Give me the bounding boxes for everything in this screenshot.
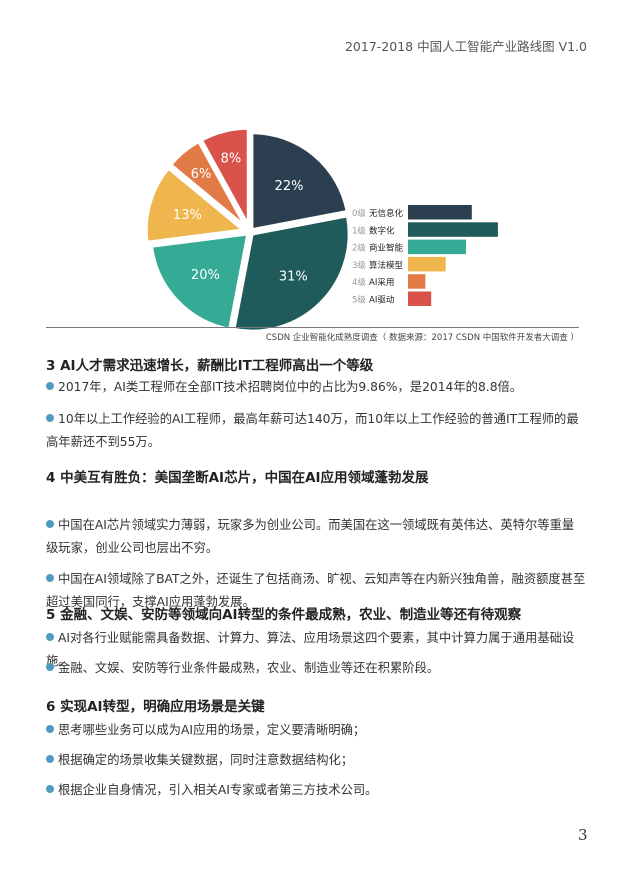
bullet-dot-icon	[46, 414, 54, 422]
bullet-dot-icon	[46, 382, 54, 390]
slice-label: 6%	[191, 167, 212, 182]
pie-slice	[232, 214, 351, 330]
slice-label: 22%	[275, 179, 304, 194]
divider	[46, 327, 579, 328]
legend-bar	[408, 239, 466, 255]
legend-bar	[408, 256, 446, 272]
bar-level-label: 4级	[352, 277, 366, 288]
bullet-item: 思考哪些业务可以成为AI应用的场景，定义要清晰明确；	[46, 719, 586, 742]
section-heading: 5 金融、文娱、安防等领域向AI转型的条件最成熟，农业、制造业等还有待观察	[46, 607, 522, 623]
bullet-item: 中国在AI芯片领域实力薄弱，玩家多为创业公司。而美国在这一领域既有英伟达、英特尔…	[46, 514, 586, 560]
bullet-dot-icon	[46, 785, 54, 793]
legend-bar	[408, 291, 432, 306]
pie-slice	[199, 126, 250, 226]
pie-slice	[144, 166, 247, 244]
section-heading: 3 AI人才需求迅速增长，薪酬比IT工程师高出一个等级	[46, 358, 374, 374]
legend-bar	[408, 222, 498, 237]
bullet-text: 金融、文娱、安防等行业条件最成熟，农业、制造业等还在积累阶段。	[58, 661, 440, 675]
bar-level-label: 0级	[352, 208, 366, 219]
pie-slice	[168, 139, 247, 228]
bar-name-label: AI采用	[369, 277, 394, 288]
slice-label: 31%	[279, 269, 308, 284]
bullet-item: AI对各行业赋能需具备数据、计算力、算法、应用场景这四个要素，其中计算力属于通用…	[46, 627, 586, 673]
running-header: 2017-2018 中国人工智能产业路线图 V1.0	[344, 39, 587, 54]
bullet-text: 2017年，AI类工程师在全部IT技术招聘岗位中的占比为9.86%，是2014年…	[58, 380, 523, 394]
slice-label: 13%	[173, 208, 202, 223]
bullet-text: 根据确定的场景收集关键数据，同时注意数据结构化；	[58, 753, 354, 767]
bullet-dot-icon	[46, 755, 54, 763]
bar-name-label: 商业智能	[369, 243, 404, 254]
bullet-text: 10年以上工作经验的AI工程师，最高年薪可达140万，而10年以上工作经验的普通…	[46, 412, 579, 449]
bullet-dot-icon	[46, 574, 54, 582]
bullet-dot-icon	[46, 663, 54, 671]
bar-level-label: 2级	[352, 243, 366, 254]
bullet-text: AI对各行业赋能需具备数据、计算力、算法、应用场景这四个要素，其中计算力属于通用…	[46, 631, 575, 668]
page-number: 3	[578, 826, 588, 844]
legend-bar	[408, 205, 472, 220]
slice-label: 8%	[221, 152, 242, 167]
bullet-item: 根据确定的场景收集关键数据，同时注意数据结构化；	[46, 749, 586, 772]
bar-name-label: 无信息化	[369, 208, 404, 219]
section-heading: 6 实现AI转型，明确应用场景是关键	[46, 699, 265, 715]
bullet-text: 思考哪些业务可以成为AI应用的场景，定义要清晰明确；	[58, 723, 366, 737]
pie-slice	[250, 131, 349, 232]
bullet-item: 金融、文娱、安防等行业条件最成熟，农业、制造业等还在积累阶段。	[46, 657, 586, 680]
bar-level-label: 5级	[352, 295, 366, 306]
bullet-dot-icon	[46, 725, 54, 733]
bullet-item: 10年以上工作经验的AI工程师，最高年薪可达140万，而10年以上工作经验的普通…	[46, 408, 586, 454]
bar-name-label: 算法模型	[369, 260, 404, 271]
bullet-item: 中国在AI领域除了BAT之外，还诞生了包括商汤、旷视、云知声等在内新兴独角兽，融…	[46, 568, 586, 614]
bullet-text: 中国在AI领域除了BAT之外，还诞生了包括商汤、旷视、云知声等在内新兴独角兽，融…	[46, 572, 586, 609]
bullet-item: 根据企业自身情况，引入相关AI专家或者第三方技术公司。	[46, 779, 586, 802]
legend-bar	[408, 274, 426, 289]
bar-name-label: AI驱动	[369, 295, 395, 306]
bar-level-label: 1级	[352, 225, 366, 236]
section-heading: 4 中美互有胜负：美国垄断AI芯片，中国在AI应用领域蓬勃发展	[46, 470, 429, 486]
bullet-item: 2017年，AI类工程师在全部IT技术招聘岗位中的占比为9.86%，是2014年…	[46, 376, 586, 399]
bullet-text: 根据企业自身情况，引入相关AI专家或者第三方技术公司。	[58, 783, 378, 797]
slice-label: 20%	[191, 268, 220, 283]
bullet-dot-icon	[46, 520, 54, 528]
bullet-dot-icon	[46, 633, 54, 641]
chart-caption: CSDN 企业智能化成熟度调查（ 数据来源：2017 CSDN 中国软件开发者大…	[265, 333, 579, 343]
bar-level-label: 3级	[352, 260, 366, 271]
bar-name-label: 数字化	[369, 225, 395, 236]
bullet-text: 中国在AI芯片领域实力薄弱，玩家多为创业公司。而美国在这一领域既有英伟达、英特尔…	[46, 518, 575, 555]
